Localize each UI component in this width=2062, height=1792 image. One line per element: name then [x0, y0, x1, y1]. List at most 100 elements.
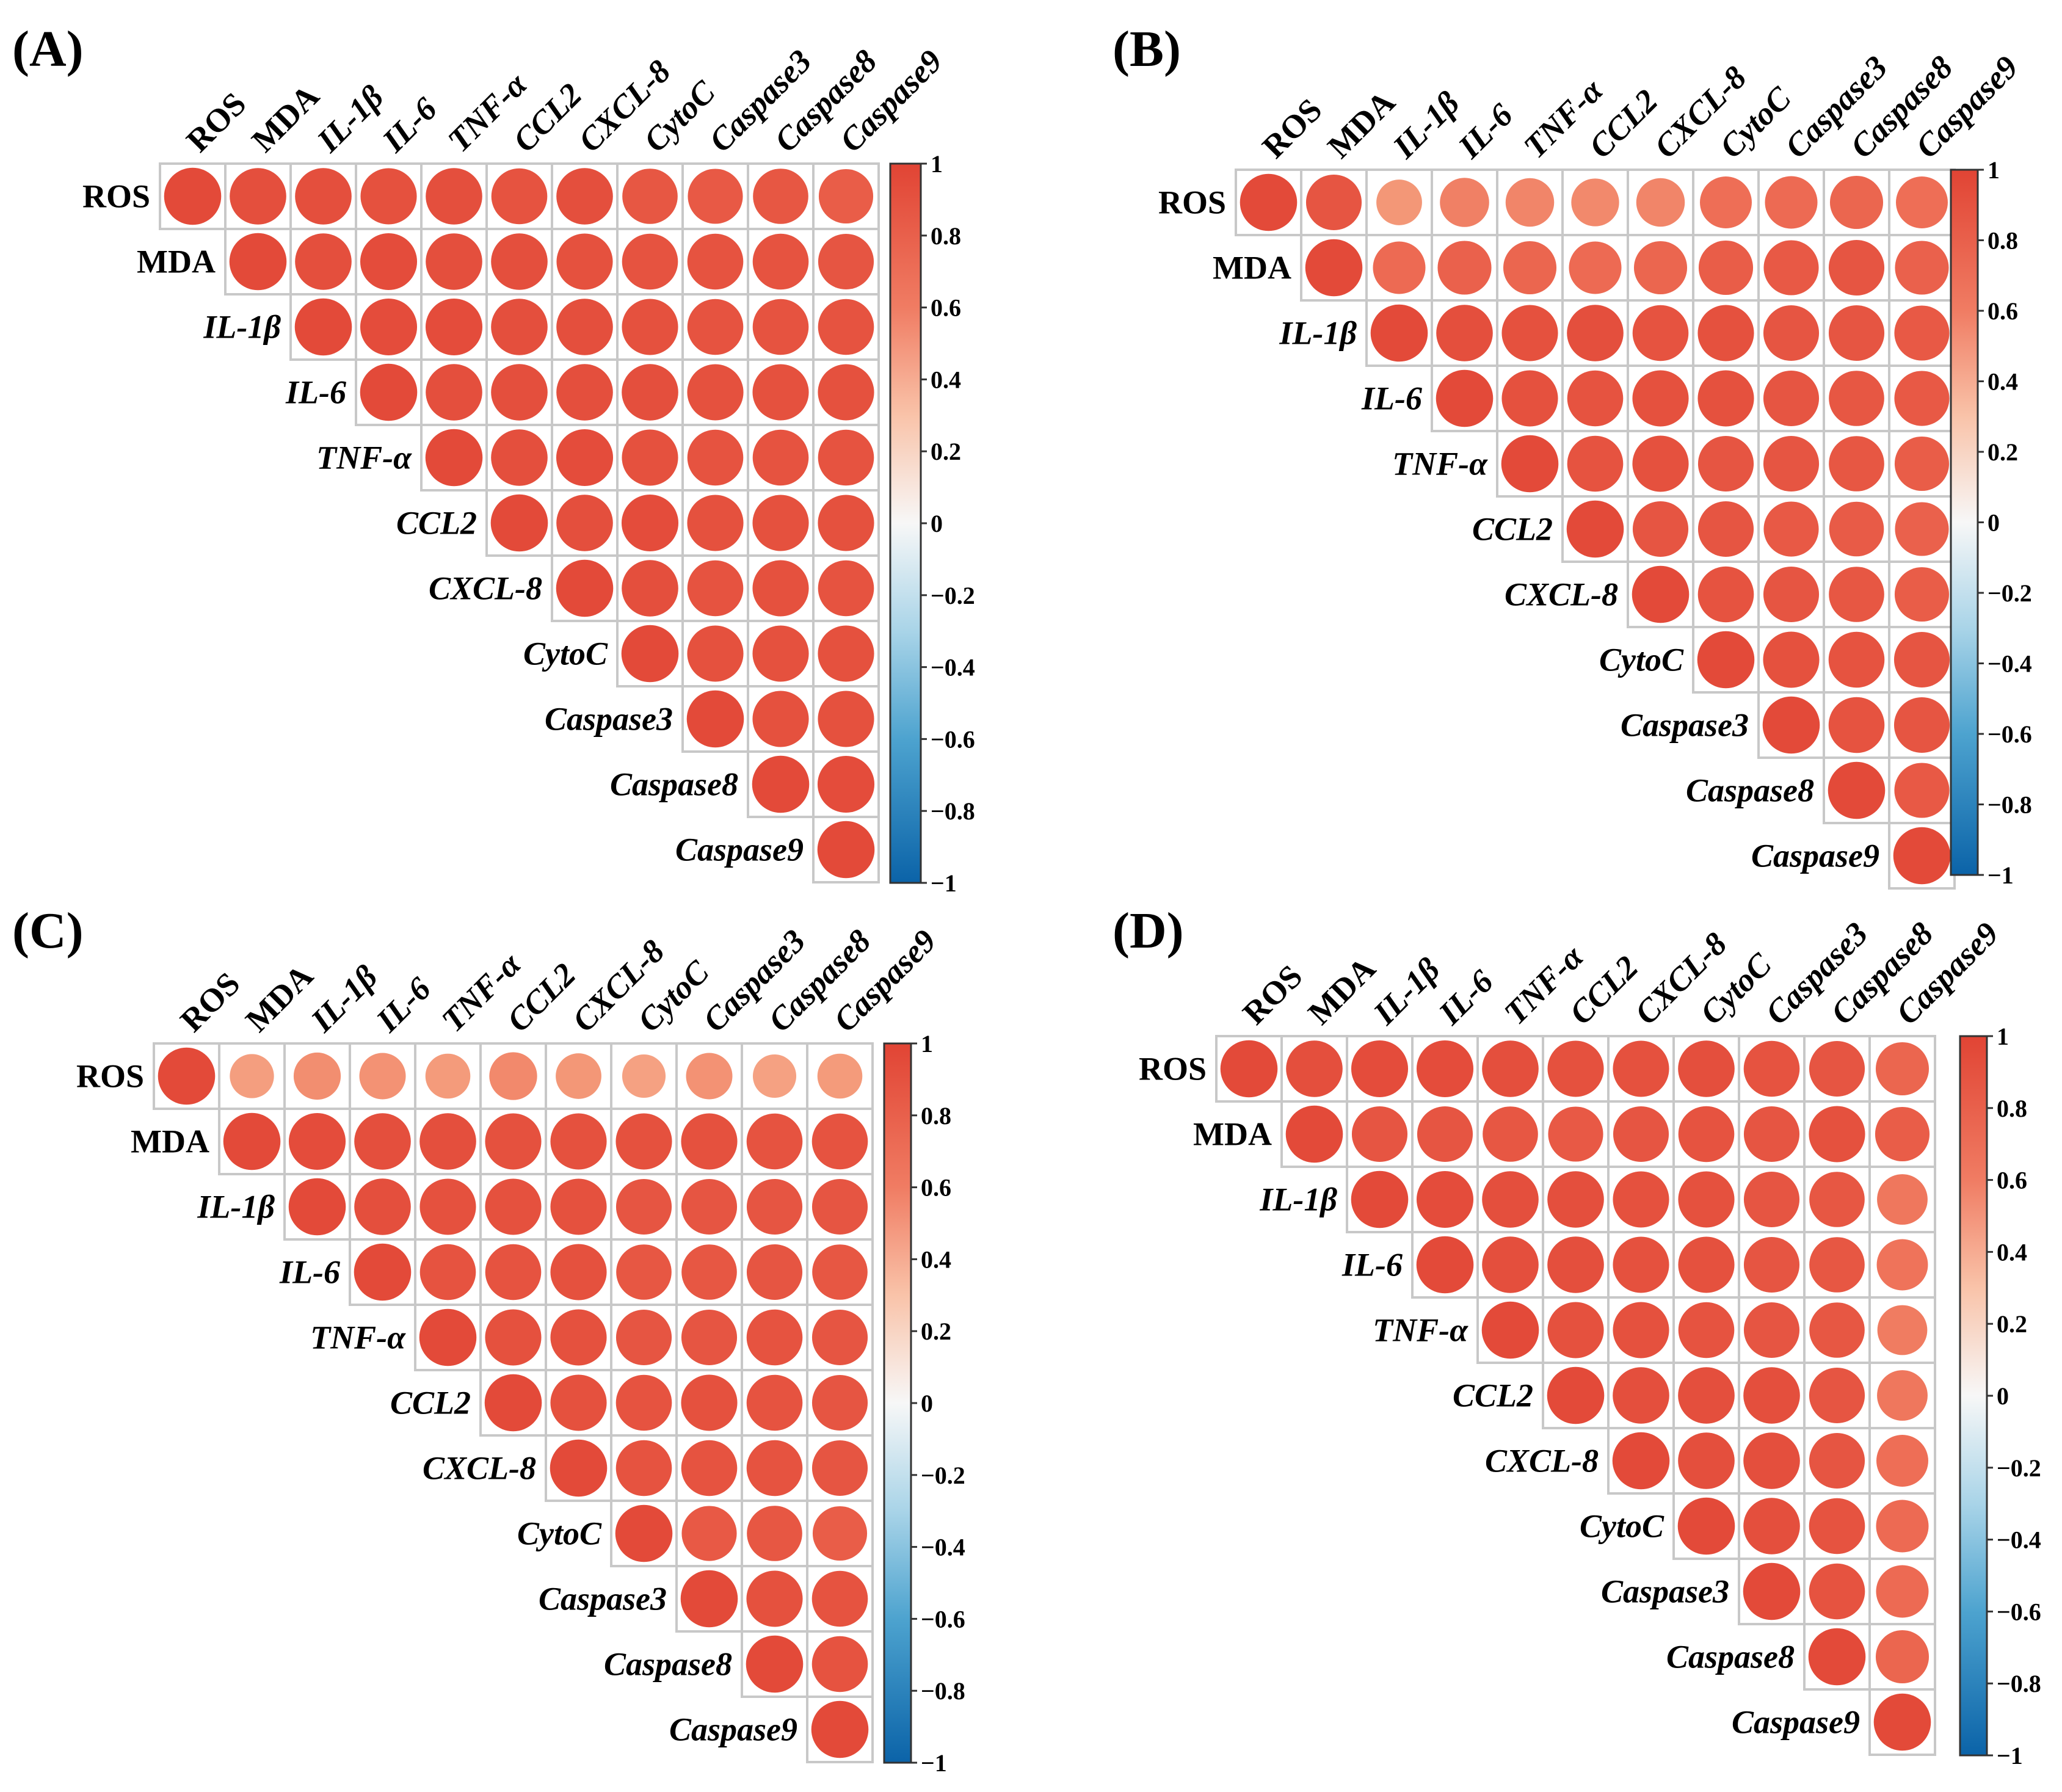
correlation-circle [622, 560, 678, 617]
correlation-circle [1828, 697, 1885, 753]
correlation-circle [615, 1178, 672, 1235]
correlation-circle [1613, 1106, 1669, 1163]
correlation-circle [354, 1178, 411, 1235]
colorbar-tick-label: 0.2 [1988, 438, 2018, 466]
correlation-circle [1548, 1106, 1603, 1162]
row-label-mda: MDA [1193, 1116, 1272, 1153]
correlation-circle [686, 1053, 733, 1100]
row-label-cxcl-8: CXCL-8 [423, 1450, 536, 1487]
colorbar-tick-label: 0.6 [1988, 297, 2018, 325]
correlation-circle [1763, 566, 1820, 623]
correlation-circle [681, 1506, 737, 1561]
colorbar-tick-label: 0.4 [931, 366, 961, 393]
correlation-circle [622, 364, 678, 421]
correlation-circle [615, 1113, 672, 1170]
colorbar-tick-label: −0.2 [1988, 579, 2032, 607]
correlation-circle [818, 233, 874, 290]
correlation-circle [556, 168, 613, 225]
row-label-cytoc: CytoC [523, 636, 608, 672]
correlation-circle [1547, 1171, 1604, 1228]
correlation-circle [1351, 1106, 1408, 1163]
correlation-circle [1828, 761, 1886, 819]
correlation-circle [680, 1570, 738, 1628]
colorbar [1950, 169, 1979, 876]
correlation-circle [752, 299, 809, 355]
colorbar-tick-label: −1 [921, 1749, 947, 1777]
panel-label: (A) [12, 21, 84, 78]
correlation-circle [1305, 239, 1363, 297]
correlation-circle [746, 1178, 803, 1235]
correlation-circle [817, 755, 875, 813]
correlation-circle [1220, 1040, 1278, 1098]
correlation-circle [1416, 1040, 1474, 1098]
correlation-circle [1613, 1171, 1669, 1228]
correlation-circle [1437, 241, 1492, 295]
colorbar-tick-label: 1 [1997, 1023, 2009, 1050]
correlation-circle [1285, 1105, 1343, 1163]
correlation-circle [550, 1244, 607, 1300]
correlation-circle [746, 1374, 803, 1431]
correlation-circle [1743, 1302, 1800, 1359]
correlation-circle [817, 1053, 863, 1099]
correlation-circle [1877, 1370, 1928, 1421]
row-label-il-6: IL-6 [1341, 1247, 1403, 1283]
correlation-circle [817, 821, 875, 879]
correlation-circle [484, 1374, 542, 1432]
correlation-circle [419, 1308, 477, 1366]
row-label-mda: MDA [1213, 250, 1291, 286]
column-label-mda: MDA [245, 78, 327, 159]
correlation-circle [681, 1374, 738, 1431]
correlation-circle [485, 1309, 542, 1366]
correlation-circle [1894, 567, 1950, 622]
column-label-il-1beta: IL-1β [303, 958, 385, 1039]
correlation-circle [1743, 1171, 1800, 1228]
panel-1: (B)ROSMDAIL-1βIL-6TNF-αCCL2CXCL-8CytoCCa… [1113, 21, 2032, 890]
correlation-circle [1876, 1565, 1929, 1618]
correlation-circle [752, 429, 809, 486]
correlation-circle [1286, 1040, 1343, 1097]
correlation-circle [550, 1309, 607, 1366]
row-label-caspase9: Caspase9 [675, 832, 804, 868]
correlation-circle [1894, 371, 1950, 426]
panel-label: (B) [1113, 21, 1181, 78]
correlation-circle [1829, 371, 1884, 426]
colorbar-tick-label: −0.6 [921, 1605, 965, 1633]
correlation-circle [818, 495, 874, 551]
correlation-circle [811, 1309, 868, 1366]
correlation-circle [491, 299, 548, 355]
correlation-circle [556, 495, 613, 551]
correlation-circle [811, 1374, 868, 1431]
colorbar-tick-label: −0.4 [921, 1534, 965, 1561]
correlation-circle [1896, 176, 1948, 228]
colorbar [1959, 1035, 1988, 1757]
correlation-circle [1743, 1562, 1801, 1620]
correlation-circle [1482, 1040, 1539, 1097]
correlation-circle [489, 1052, 537, 1100]
correlation-circle [1678, 1171, 1735, 1228]
correlation-circle [622, 429, 678, 486]
correlation-circle [491, 168, 548, 225]
correlation-circle [1895, 502, 1949, 556]
column-label-il-1beta: IL-1β [310, 78, 391, 159]
correlation-circle [746, 1570, 803, 1627]
correlation-circle [1376, 180, 1422, 225]
correlation-circle [1893, 697, 1950, 753]
correlation-circle [1567, 305, 1624, 361]
correlation-circle [1416, 1170, 1474, 1228]
correlation-circle [425, 1053, 471, 1099]
correlation-circle [164, 167, 222, 225]
correlation-circle [812, 1506, 868, 1561]
row-label-il-6: IL-6 [1361, 380, 1422, 417]
correlation-circle [491, 429, 548, 486]
correlation-circle [550, 1178, 607, 1235]
correlation-circle [425, 429, 483, 487]
correlation-circle [811, 1636, 868, 1692]
correlation-circle [818, 299, 874, 355]
correlation-circle [1613, 1236, 1669, 1293]
colorbar-tick-label: 0.4 [1997, 1238, 2027, 1266]
correlation-circle [746, 1635, 804, 1693]
row-label-cytoc: CytoC [1599, 642, 1684, 678]
colorbar-tick-label: 0 [921, 1390, 933, 1417]
correlation-circle [681, 1113, 738, 1170]
colorbar-tick-label: −0.8 [1997, 1670, 2041, 1697]
